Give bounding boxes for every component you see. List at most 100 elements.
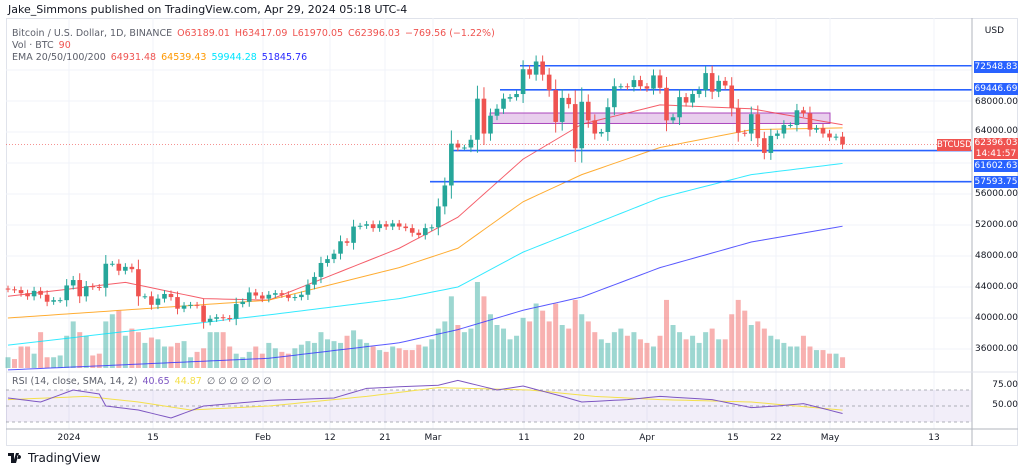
price-tick: 64000.00 — [975, 126, 1018, 136]
candle-body — [546, 74, 552, 91]
candle-body — [25, 293, 30, 297]
candle-body — [762, 138, 767, 153]
volume-bar — [279, 351, 285, 368]
volume-bar — [12, 359, 18, 368]
volume-bar — [514, 335, 520, 368]
level-tag: 61602.63 — [974, 160, 1018, 172]
volume-bar — [670, 325, 676, 368]
volume-bar — [18, 346, 24, 368]
candle-body — [788, 125, 793, 127]
volume-legend: Vol · BTC 90 — [12, 40, 71, 51]
candle-body — [403, 226, 409, 229]
volume-bar — [403, 350, 409, 368]
candle-body — [559, 97, 565, 122]
candle-body — [820, 128, 826, 134]
volume-bar — [624, 335, 630, 368]
volume-bar — [220, 332, 226, 368]
price-tick: 68000.00 — [975, 97, 1018, 107]
volume-bar — [748, 325, 754, 368]
volume-bar — [833, 353, 839, 368]
volume-bar — [657, 335, 663, 368]
tradingview-logo[interactable]: TradingView — [8, 451, 101, 465]
volume-bar — [722, 339, 728, 368]
candle-body — [110, 263, 115, 265]
rsi-tick: 50.00 — [992, 400, 1018, 410]
candle-body — [214, 317, 219, 319]
time-tick: 15 — [727, 433, 739, 443]
volume-bar — [611, 332, 617, 368]
currency-label[interactable]: USD — [984, 26, 1004, 36]
last-price-tag: 62396.03 14:41:57 — [974, 138, 1018, 159]
candle-body — [357, 225, 363, 227]
volume-bar — [716, 339, 722, 368]
candle-body — [279, 293, 285, 295]
candle-body — [755, 114, 761, 139]
candle-body — [814, 128, 819, 130]
candle-body — [364, 224, 369, 226]
candle-body — [83, 286, 89, 297]
volume-bar — [338, 342, 344, 368]
candle-body — [781, 125, 787, 134]
candle-body — [64, 285, 69, 301]
volume-bar — [214, 332, 220, 368]
volume-bar — [129, 328, 135, 368]
candle-body — [409, 228, 415, 233]
volume-bar — [435, 328, 441, 368]
volume-bar — [696, 342, 702, 368]
volume-bar — [311, 342, 317, 368]
rsi-legend: RSI (14, close, SMA, 14, 2) 40.65 44.87 ∅ ∅… — [12, 376, 272, 387]
candle-body — [103, 263, 109, 288]
price-tick: 48000.00 — [975, 251, 1018, 261]
candle-body — [175, 297, 180, 309]
volume-bar — [800, 335, 806, 368]
volume-bar — [774, 339, 780, 368]
volume-bar — [57, 355, 63, 368]
candle-body — [807, 113, 813, 130]
volume-bar — [240, 357, 246, 368]
volume-bar — [227, 346, 233, 368]
ema100-line — [7, 162, 843, 346]
volume-bar — [598, 339, 604, 368]
volume-bar — [25, 346, 31, 368]
volume-bar — [246, 351, 252, 368]
resistance-zone — [489, 112, 831, 124]
volume-bar — [540, 310, 546, 368]
candle-body — [729, 85, 735, 108]
candle-body — [305, 284, 311, 295]
volume-bar — [585, 321, 591, 368]
time-tick: Mar — [424, 433, 442, 443]
volume-bar — [96, 353, 102, 368]
volume-bar — [592, 332, 598, 368]
volume-bar — [266, 342, 272, 368]
candle-body — [96, 287, 102, 288]
candle-body — [566, 97, 572, 105]
volume-bar — [168, 346, 174, 368]
volume-bar — [409, 350, 415, 368]
candle-body — [507, 97, 513, 99]
candle-body — [129, 266, 135, 270]
candle-body — [612, 86, 617, 108]
candle-body — [520, 69, 526, 95]
volume-bar — [175, 342, 181, 368]
candle-body — [312, 276, 317, 285]
candle-body — [631, 80, 637, 88]
candle-body — [690, 94, 695, 103]
rsi-line — [7, 379, 843, 419]
candle-body — [344, 241, 350, 243]
rsi-sma-line — [7, 387, 843, 411]
volume-bar — [709, 328, 715, 368]
ema-legend: EMA 20/50/100/200 64931.48 64539.43 59944.2… — [12, 52, 308, 63]
volume-bar — [83, 335, 89, 368]
candle-body — [51, 300, 56, 302]
candle-body — [605, 107, 611, 132]
volume-bar — [305, 341, 311, 368]
volume-bar — [787, 346, 793, 368]
candle-body — [12, 289, 17, 291]
candle-body — [716, 80, 721, 92]
candle-body — [181, 305, 187, 309]
volume-bar — [38, 332, 44, 368]
volume-bar — [331, 341, 337, 368]
candle-body — [722, 80, 728, 86]
volume-bar — [840, 357, 846, 368]
